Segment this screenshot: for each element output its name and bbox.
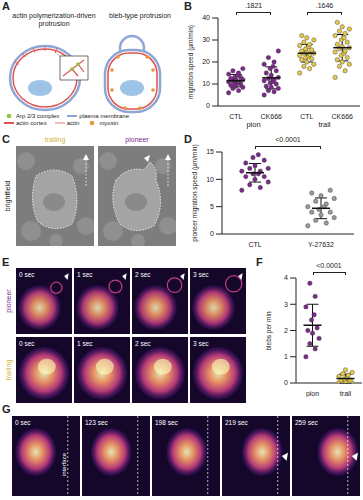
svg-text:0: 0 <box>210 230 214 237</box>
svg-text:198 sec: 198 sec <box>155 419 179 426</box>
svg-text:pion: pion <box>306 390 319 397</box>
html-text:E: E <box>2 256 10 268</box>
svg-text:Y-27632: Y-27632 <box>308 241 334 248</box>
svg-text:0 sec: 0 sec <box>19 340 35 347</box>
svg-text:1: 1 <box>284 353 288 360</box>
svg-text:0 sec: 0 sec <box>15 419 31 426</box>
html-text:actin polymerization-driven pr: actin polymerization-driven protrusion <box>12 12 96 27</box>
svg-text:3 sec: 3 sec <box>193 271 209 278</box>
svg-text:4: 4 <box>284 274 288 281</box>
html-text:trailing: trailing <box>44 136 66 143</box>
html-text:A: A <box>2 0 10 12</box>
html-text:C: C <box>2 133 10 145</box>
html-text:pioneer: pioneer <box>125 136 149 143</box>
html-text:actin: actin <box>66 120 80 126</box>
html-text:plasma membrane: plasma membrane <box>79 113 129 119</box>
html-text:pioneer: pioneer <box>4 289 12 313</box>
html-text:.1646: .1646 <box>315 2 334 9</box>
svg-text:10: 10 <box>206 176 214 183</box>
html-text:<0.0001: <0.0001 <box>316 262 342 269</box>
svg-text:CK666: CK666 <box>261 113 283 120</box>
html-text:.1821: .1821 <box>244 2 263 9</box>
svg-text:0 sec: 0 sec <box>19 271 35 278</box>
svg-text:10: 10 <box>202 80 210 87</box>
svg-text:1 sec: 1 sec <box>77 271 93 278</box>
html-text:<0.0001: <0.0001 <box>275 136 301 143</box>
svg-text:219 sec: 219 sec <box>225 419 249 426</box>
svg-text:CTL: CTL <box>300 113 313 120</box>
svg-text:3: 3 <box>284 301 288 308</box>
html-text:migration speed (µm/min): migration speed (µm/min) <box>186 25 194 99</box>
html-text:bleb-type protrusion: bleb-type protrusion <box>109 12 171 19</box>
svg-text:1 sec: 1 sec <box>77 340 93 347</box>
html-text:B: B <box>184 0 192 12</box>
html-text:G: G <box>2 403 11 415</box>
html-text:trailing: trailing <box>4 359 12 381</box>
svg-text:interface: interface <box>61 452 67 476</box>
svg-text:2: 2 <box>284 327 288 334</box>
svg-text:0: 0 <box>284 379 288 386</box>
html-text:pioneer migration speed (µm/mi: pioneer migration speed (µm/min) <box>190 144 198 242</box>
svg-text:0: 0 <box>206 102 210 109</box>
svg-text:2 sec: 2 sec <box>135 340 151 347</box>
svg-text:259 sec: 259 sec <box>295 419 319 426</box>
svg-text:15: 15 <box>206 148 214 155</box>
svg-text:123 sec: 123 sec <box>85 419 109 426</box>
html-text:brightfield: brightfield <box>3 180 11 212</box>
svg-text:trail: trail <box>340 390 352 397</box>
html-text:F: F <box>256 256 263 268</box>
svg-text:5: 5 <box>210 203 214 210</box>
svg-text:3 sec: 3 sec <box>193 340 209 347</box>
html-text:actin cortex: actin cortex <box>16 120 47 126</box>
svg-text:CTL: CTL <box>229 113 242 120</box>
svg-text:30: 30 <box>202 36 210 43</box>
svg-text:2 sec: 2 sec <box>135 271 151 278</box>
html-text:D: D <box>184 133 192 145</box>
html-text:Arp 2/3 complex: Arp 2/3 complex <box>16 113 60 119</box>
svg-text:20: 20 <box>202 58 210 65</box>
html-text:myosin: myosin <box>99 120 119 126</box>
html-text:blebs per min: blebs per min <box>264 311 272 350</box>
svg-text:CTL: CTL <box>248 241 261 248</box>
html-text:pion: pion <box>246 120 261 129</box>
svg-text:40: 40 <box>202 14 210 21</box>
html-text:trail: trail <box>318 120 331 129</box>
svg-text:CK666: CK666 <box>332 113 354 120</box>
